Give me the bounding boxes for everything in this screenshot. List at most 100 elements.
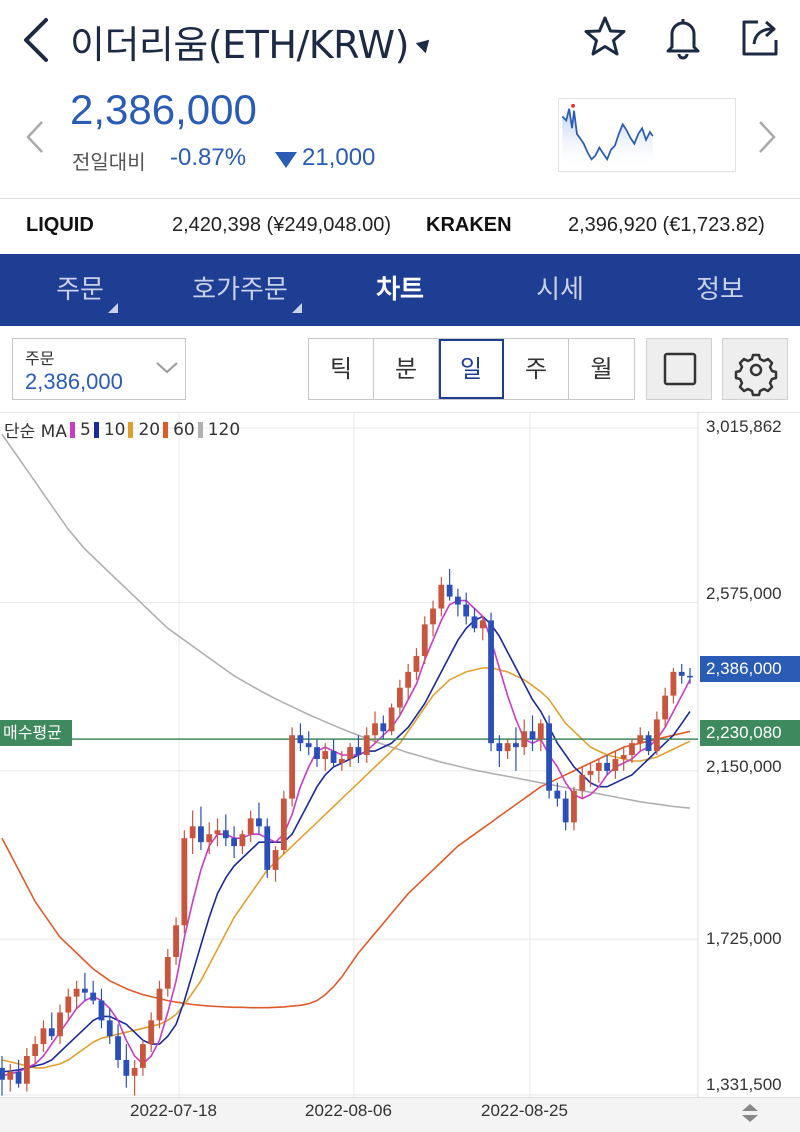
ma-legend: 단순 MA 5 10 20 60 120 [4, 417, 240, 443]
candle-body [173, 925, 179, 957]
candle-body [579, 774, 586, 791]
share-icon[interactable] [738, 14, 784, 60]
star-icon[interactable] [582, 14, 628, 60]
tab-chart[interactable]: 차트 [320, 254, 480, 326]
candle-body [280, 798, 287, 851]
chevron-down-icon [156, 362, 178, 374]
period-week-button[interactable]: 주 [504, 339, 569, 399]
candle-body [314, 747, 320, 759]
candle-body [629, 743, 635, 756]
candle-body [7, 1071, 14, 1080]
y-tick-label: 1,725,000 [706, 929, 782, 948]
ma-60-line [1, 730, 691, 1009]
tab-market[interactable]: 시세 [480, 254, 640, 326]
main-tabs: 주문 호가주문 차트 시세 정보 [0, 254, 800, 326]
candle-body [587, 770, 594, 775]
candle-body [513, 743, 519, 748]
legend-swatch [93, 421, 99, 438]
legend-swatch [163, 421, 169, 438]
y-tick-label: 2,150,000 [706, 757, 782, 776]
candle-body [131, 1067, 138, 1076]
candle-body [40, 1028, 47, 1045]
candle-body [181, 838, 188, 926]
candle-body [256, 818, 262, 827]
order-price-select[interactable]: 주문 2,386,000 [12, 338, 186, 400]
back-icon[interactable] [18, 14, 54, 66]
candle-body [90, 992, 97, 1001]
candle-body [222, 830, 229, 839]
candle-body [554, 790, 561, 799]
next-coin-arrow-icon[interactable] [756, 120, 778, 154]
candle-body [546, 723, 552, 791]
tab-orderbook-order[interactable]: 호가주문 [160, 254, 320, 326]
period-day-button[interactable]: 일 [439, 339, 504, 399]
fullscreen-button[interactable] [646, 338, 712, 400]
x-tick-label: 2022-08-25 [481, 1101, 568, 1120]
page-title[interactable]: 이더리움(ETH/KRW) [70, 23, 409, 67]
candle-body [372, 723, 378, 736]
candle-body [562, 798, 569, 823]
candle-body [65, 996, 72, 1013]
candle-body [421, 624, 428, 657]
legend-period: 20 [138, 419, 161, 440]
candle-body [670, 671, 677, 696]
bell-icon[interactable] [660, 14, 706, 60]
candle-body [355, 747, 362, 756]
candle-body [23, 1055, 30, 1084]
tab-label: 차트 [376, 275, 424, 305]
tab-info[interactable]: 정보 [640, 254, 800, 326]
candle-body [521, 731, 528, 748]
candle-body [678, 671, 685, 676]
candle-body [488, 620, 494, 744]
tab-label: 주문 [56, 275, 104, 305]
period-month-button[interactable]: 월 [590, 355, 613, 383]
chart-settings-button[interactable] [722, 338, 788, 400]
candle-body [571, 790, 577, 823]
y-tick-label: 1,331,500 [706, 1075, 782, 1094]
candlestick-chart[interactable] [0, 412, 800, 1132]
candle-body [140, 1044, 146, 1068]
ma-120-line [1, 433, 691, 809]
tab-order[interactable]: 주문 [0, 254, 160, 326]
prev-coin-arrow-icon[interactable] [24, 120, 46, 154]
candle-body [645, 735, 652, 752]
price-chart[interactable]: 단순 MA 5 10 20 60 120 3,015,862 2,575,000… [0, 412, 800, 1132]
submenu-indicator-icon [108, 303, 118, 313]
legend-swatch [197, 421, 203, 438]
candle-body [57, 1012, 63, 1037]
candle-body [272, 850, 279, 870]
candle-body [247, 818, 254, 835]
gear-icon [734, 353, 778, 397]
candle-body [396, 687, 403, 708]
period-minute-button[interactable]: 분 [374, 339, 439, 399]
title-dropdown-caret-icon[interactable] [415, 34, 435, 54]
candle-body [0, 1067, 5, 1080]
exchange-price: 2,420,398 (¥249,048.00) [172, 214, 392, 236]
candle-body [380, 723, 387, 732]
candle-body [496, 743, 503, 752]
candle-body [239, 834, 246, 847]
candle-body [123, 1059, 130, 1076]
candle-body [198, 826, 204, 843]
divider [0, 198, 800, 199]
period-selector: 틱 분 일 주 월 [308, 338, 635, 400]
candle-body [214, 830, 221, 835]
candle-body [529, 731, 536, 740]
resize-handle-icon[interactable] [738, 1102, 762, 1124]
period-tick-button[interactable]: 틱 [309, 339, 374, 399]
x-tick-label: 2022-08-06 [305, 1101, 392, 1120]
candle-body [189, 826, 196, 839]
candle-body [637, 735, 644, 744]
candle-body [15, 1071, 22, 1084]
app-header: 이더리움(ETH/KRW) [0, 0, 800, 80]
ma-20-line [1, 667, 691, 1069]
candle-body [388, 707, 395, 732]
submenu-indicator-icon [292, 303, 302, 313]
tab-label: 호가주문 [192, 275, 288, 305]
exchange-name: LIQUID [26, 214, 94, 236]
candle-body [231, 838, 237, 847]
candle-body [504, 743, 511, 752]
mini-sparkline [558, 98, 736, 172]
candle-body [687, 675, 693, 678]
candle-body [156, 988, 163, 1021]
